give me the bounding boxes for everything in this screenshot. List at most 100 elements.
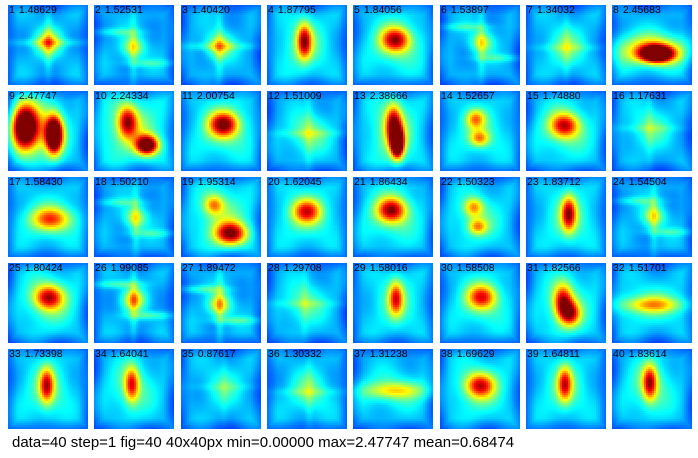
tile-value: 1.40420 bbox=[191, 5, 230, 16]
heatmap-tile: 26 1.99085 bbox=[94, 263, 174, 343]
tile-value: 1.95314 bbox=[197, 177, 236, 188]
heatmap-tile: 8 2.45683 bbox=[612, 5, 692, 85]
heatmap-diagonal-blob bbox=[526, 263, 606, 343]
heatmap-tile: 7 1.34032 bbox=[526, 5, 606, 85]
heatmap-cross-center bbox=[181, 5, 261, 85]
tile-value: 1.51701 bbox=[628, 263, 667, 274]
heatmap-vertical-blob bbox=[8, 349, 88, 429]
heatmap-cross-spokes bbox=[440, 5, 520, 85]
heatmap-horizontal-hot bbox=[612, 5, 692, 85]
heatmap-cross-spokes bbox=[94, 177, 174, 257]
heatmap-cross-center bbox=[8, 5, 88, 85]
heatmap-center-blob bbox=[267, 177, 347, 257]
heatmap-tile: 22 1.50323 bbox=[440, 177, 520, 257]
tile-label: 8 2.45683 bbox=[613, 5, 661, 16]
heatmap-tile: 13 2.38666 bbox=[353, 91, 433, 171]
tile-value: 0.87617 bbox=[197, 349, 236, 360]
heatmap-tile: 19 1.95314 bbox=[181, 177, 261, 257]
tile-index: 27 bbox=[182, 263, 194, 274]
heatmap-diagonal-hot bbox=[94, 91, 174, 171]
heatmap-vertical-blob bbox=[526, 349, 606, 429]
heatmap-tile: 21 1.86434 bbox=[353, 177, 433, 257]
tile-value: 1.48629 bbox=[18, 5, 57, 16]
tile-index: 14 bbox=[441, 91, 453, 102]
tile-value: 1.34032 bbox=[536, 5, 575, 16]
heatmap-center-blob bbox=[526, 91, 606, 171]
tile-label: 34 1.64041 bbox=[95, 349, 149, 360]
tile-label: 20 1.62045 bbox=[268, 177, 322, 188]
tile-label: 30 1.58508 bbox=[441, 263, 495, 274]
tile-index: 35 bbox=[182, 349, 194, 360]
heatmap-tile: 25 1.80424 bbox=[8, 263, 88, 343]
heatmap-vertical-blob bbox=[526, 177, 606, 257]
tile-value: 1.53897 bbox=[450, 5, 489, 16]
tile-index: 24 bbox=[613, 177, 625, 188]
heatmap-cross-spokes bbox=[94, 263, 174, 343]
tile-value: 1.29708 bbox=[283, 263, 322, 274]
tile-label: 18 1.50210 bbox=[95, 177, 149, 188]
heatmap-double-spot bbox=[440, 177, 520, 257]
heatmap-tile: 2 1.52531 bbox=[94, 5, 174, 85]
heatmap-tile: 17 1.58430 bbox=[8, 177, 88, 257]
heatmap-tile: 36 1.30332 bbox=[267, 349, 347, 429]
tile-value: 1.58508 bbox=[456, 263, 495, 274]
heatmap-tile: 16 1.17631 bbox=[612, 91, 692, 171]
tile-index: 17 bbox=[9, 177, 21, 188]
tile-value: 1.51009 bbox=[283, 91, 322, 102]
stats-line: data=40 step=1 fig=40 40x40px min=0.0000… bbox=[12, 434, 515, 451]
tile-index: 33 bbox=[9, 349, 21, 360]
tile-label: 17 1.58430 bbox=[9, 177, 63, 188]
heatmap-faint-center bbox=[267, 349, 347, 429]
heatmap-tile: 12 1.51009 bbox=[267, 91, 347, 171]
tile-index: 4 bbox=[268, 5, 274, 16]
heatmap-cross-spokes bbox=[612, 177, 692, 257]
heatmap-double-spot bbox=[440, 91, 520, 171]
tile-label: 36 1.30332 bbox=[268, 349, 322, 360]
heatmap-vertical-blob bbox=[612, 349, 692, 429]
tile-index: 10 bbox=[95, 91, 107, 102]
tile-label: 38 1.69629 bbox=[441, 349, 495, 360]
tile-index: 25 bbox=[9, 263, 21, 274]
heatmap-center-blob bbox=[8, 263, 88, 343]
tile-value: 2.45683 bbox=[622, 5, 661, 16]
heatmap-faint-center bbox=[181, 349, 261, 429]
heatmap-tile: 28 1.29708 bbox=[267, 263, 347, 343]
tile-label: 31 1.82566 bbox=[527, 263, 581, 274]
tile-index: 7 bbox=[527, 5, 533, 16]
heatmap-tile: 18 1.50210 bbox=[94, 177, 174, 257]
tile-value: 2.24334 bbox=[110, 91, 149, 102]
heatmap-faint-center bbox=[612, 91, 692, 171]
tile-index: 28 bbox=[268, 263, 280, 274]
tile-value: 1.17631 bbox=[628, 91, 667, 102]
heatmap-cross-spokes bbox=[94, 5, 174, 85]
tile-index: 2 bbox=[95, 5, 101, 16]
tile-label: 32 1.51701 bbox=[613, 263, 667, 274]
heatmap-tile: 40 1.83614 bbox=[612, 349, 692, 429]
heatmap-tile: 11 2.00754 bbox=[181, 91, 261, 171]
tile-label: 33 1.73398 bbox=[9, 349, 63, 360]
tile-value: 1.54504 bbox=[628, 177, 667, 188]
heatmap-oval-center bbox=[8, 177, 88, 257]
tile-index: 32 bbox=[613, 263, 625, 274]
tile-index: 31 bbox=[527, 263, 539, 274]
tile-index: 15 bbox=[527, 91, 539, 102]
tile-index: 20 bbox=[268, 177, 280, 188]
tile-index: 37 bbox=[354, 349, 366, 360]
tile-value: 1.31238 bbox=[369, 349, 408, 360]
tile-label: 2 1.52531 bbox=[95, 5, 143, 16]
heatmap-vertical-hot bbox=[353, 91, 433, 171]
tile-index: 18 bbox=[95, 177, 107, 188]
tile-index: 6 bbox=[441, 5, 447, 16]
tile-label: 27 1.89472 bbox=[182, 263, 236, 274]
tile-index: 23 bbox=[527, 177, 539, 188]
tile-label: 24 1.54504 bbox=[613, 177, 667, 188]
heatmap-tile: 35 0.87617 bbox=[181, 349, 261, 429]
tile-index: 34 bbox=[95, 349, 107, 360]
tile-label: 15 1.74880 bbox=[527, 91, 581, 102]
heatmap-tile: 39 1.64811 bbox=[526, 349, 606, 429]
tile-value: 2.00754 bbox=[196, 91, 235, 102]
tile-label: 11 2.00754 bbox=[182, 91, 235, 102]
tile-index: 1 bbox=[9, 5, 15, 16]
tile-label: 5 1.84056 bbox=[354, 5, 402, 16]
heatmap-cross-spokes bbox=[181, 263, 261, 343]
